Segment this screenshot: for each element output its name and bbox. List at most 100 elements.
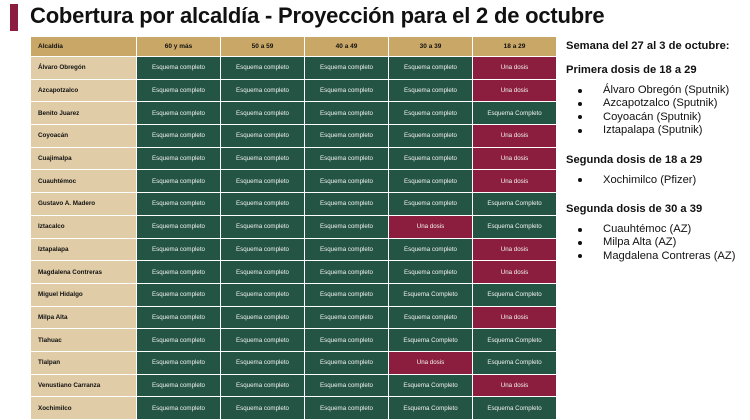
dose-group-title: Segunda dosis de 30 a 39 bbox=[566, 203, 703, 216]
status-cell-esquema-completo: Esquema completo bbox=[221, 102, 304, 125]
status-cell-esquema-completo: Esquema completo bbox=[389, 193, 472, 215]
status-cell-esquema-completo: Esquema Completo bbox=[473, 193, 556, 215]
status-cell-esquema-completo: Esquema completo bbox=[221, 125, 304, 147]
status-cell-esquema-completo: Esquema Completo bbox=[389, 374, 472, 397]
status-cell-esquema-completo: Esquema Completo bbox=[473, 351, 556, 374]
status-cell-esquema-completo: Esquema completo bbox=[137, 193, 220, 215]
table-row: Xochimilco Esquema completo Esquema comple… bbox=[31, 397, 556, 419]
page-title: Cobertura por alcaldía - Proyección para… bbox=[30, 3, 605, 28]
status-cell-esquema-completo: Esquema Completo bbox=[473, 397, 556, 419]
status-cell-esquema-completo: Esquema completo bbox=[389, 261, 472, 283]
status-cell-esquema-completo: Esquema completo bbox=[389, 170, 472, 193]
status-cell-una-dosis: Una dosis bbox=[389, 351, 472, 374]
status-cell-esquema-completo: Esquema Completo bbox=[473, 215, 556, 238]
status-cell-esquema-completo: Esquema completo bbox=[305, 147, 388, 170]
status-cell-esquema-completo: Esquema completo bbox=[137, 283, 220, 306]
status-cell-esquema-completo: Esquema completo bbox=[137, 170, 220, 193]
list-item: Álvaro Obregón (Sputnik) bbox=[578, 84, 748, 97]
status-cell-esquema-completo: Esquema completo bbox=[305, 397, 388, 419]
status-cell-esquema-completo: Esquema completo bbox=[305, 102, 388, 125]
status-cell-esquema-completo: Esquema completo bbox=[389, 238, 472, 261]
status-cell-esquema-completo: Esquema completo bbox=[221, 170, 304, 193]
table-row: Tlahuac Esquema completo Esquema completo E… bbox=[31, 329, 556, 351]
alcaldia-name-cell: Xochimilco bbox=[31, 397, 136, 419]
table-row: Gustavo A. Madero Esquema completo Esquema… bbox=[31, 193, 556, 215]
status-cell-esquema-completo: Esquema completo bbox=[389, 57, 472, 79]
table-row: Miguel Hidalgo Esquema completo Esquema co… bbox=[31, 283, 556, 306]
list-item: Iztapalapa (Sputnik) bbox=[578, 124, 748, 137]
status-cell-una-dosis: Una dosis bbox=[473, 374, 556, 397]
table-header-row: Alcaldía 60 y más 50 a 59 40 a 49 30 a 3… bbox=[31, 37, 556, 56]
status-cell-esquema-completo: Esquema completo bbox=[305, 238, 388, 261]
alcaldia-name-cell: Milpa Alta bbox=[31, 306, 136, 329]
status-cell-esquema-completo: Esquema completo bbox=[221, 79, 304, 102]
alcaldia-name-cell: Álvaro Obregón bbox=[31, 57, 136, 79]
table-row: Cuauhtémoc Esquema completo Esquema comple… bbox=[31, 170, 556, 193]
status-cell-una-dosis: Una dosis bbox=[473, 238, 556, 261]
status-cell-esquema-completo: Esquema completo bbox=[305, 125, 388, 147]
status-cell-esquema-completo: Esquema completo bbox=[221, 374, 304, 397]
status-cell-esquema-completo: Esquema completo bbox=[305, 57, 388, 79]
alcaldia-name-cell: Venustiano Carranza bbox=[31, 374, 136, 397]
status-cell-esquema-completo: Esquema completo bbox=[137, 102, 220, 125]
schedule-panel: Semana del 27 al 3 de octubre: Primera d… bbox=[566, 40, 748, 279]
list-item: Azcapotzalco (Sputnik) bbox=[578, 97, 748, 110]
alcaldia-name-cell: Cuauhtémoc bbox=[31, 170, 136, 193]
status-cell-esquema-completo: Esquema completo bbox=[305, 374, 388, 397]
table-row: Azcapotzalco Esquema completo Esquema comp… bbox=[31, 79, 556, 102]
table-row: Venustiano Carranza Esquema completo Esque… bbox=[31, 374, 556, 397]
status-cell-una-dosis: Una dosis bbox=[473, 170, 556, 193]
status-cell-esquema-completo: Esquema completo bbox=[221, 261, 304, 283]
list-item: Magdalena Contreras (AZ) bbox=[578, 250, 748, 263]
table-row: Milpa Alta Esquema completo Esquema comple… bbox=[31, 306, 556, 329]
status-cell-esquema-completo: Esquema completo bbox=[137, 306, 220, 329]
status-cell-esquema-completo: Esquema completo bbox=[221, 329, 304, 351]
alcaldia-name-cell: Cuajimalpa bbox=[31, 147, 136, 170]
week-heading: Semana del 27 al 3 de octubre: bbox=[566, 40, 730, 52]
status-cell-esquema-completo: Esquema completo bbox=[305, 329, 388, 351]
status-cell-esquema-completo: Esquema completo bbox=[221, 147, 304, 170]
status-cell-esquema-completo: Esquema completo bbox=[221, 351, 304, 374]
status-cell-esquema-completo: Esquema completo bbox=[137, 351, 220, 374]
table-row: Iztapalapa Esquema completo Esquema comple… bbox=[31, 238, 556, 261]
status-cell-esquema-completo: Esquema completo bbox=[221, 193, 304, 215]
status-cell-esquema-completo: Esquema completo bbox=[389, 147, 472, 170]
status-cell-esquema-completo: Esquema completo bbox=[137, 215, 220, 238]
alcaldia-name-cell: Miguel Hidalgo bbox=[31, 283, 136, 306]
table-row: Tlalpan Esquema completo Esquema completo E… bbox=[31, 351, 556, 374]
status-cell-esquema-completo: Esquema completo bbox=[305, 79, 388, 102]
status-cell-esquema-completo: Esquema completo bbox=[221, 57, 304, 79]
column-header-40-49: 40 a 49 bbox=[305, 37, 388, 56]
status-cell-esquema-completo: Esquema completo bbox=[221, 238, 304, 261]
status-cell-esquema-completo: Esquema completo bbox=[137, 147, 220, 170]
status-cell-esquema-completo: Esquema Completo bbox=[473, 102, 556, 125]
coverage-table: Alcaldía 60 y más 50 a 59 40 a 49 30 a 3… bbox=[30, 36, 557, 420]
dose-group-list: Álvaro Obregón (Sputnik) Azcapotzalco (Sp… bbox=[566, 84, 748, 138]
status-cell-esquema-completo: Esquema Completo bbox=[473, 283, 556, 306]
title-accent-bar bbox=[10, 4, 18, 31]
status-cell-esquema-completo: Esquema completo bbox=[389, 102, 472, 125]
table-row: Coyoacán Esquema completo Esquema completo… bbox=[31, 125, 556, 147]
status-cell-esquema-completo: Esquema completo bbox=[137, 57, 220, 79]
status-cell-esquema-completo: Esquema completo bbox=[305, 193, 388, 215]
status-cell-esquema-completo: Esquema completo bbox=[137, 261, 220, 283]
status-cell-esquema-completo: Esquema Completo bbox=[389, 283, 472, 306]
status-cell-esquema-completo: Esquema completo bbox=[137, 329, 220, 351]
dose-groups: Primera dosis de 18 a 29 Álvaro Obregón (… bbox=[566, 64, 748, 263]
dose-group-list: Cuauhtémoc (AZ) Milpa Alta (AZ) Magdalena … bbox=[566, 223, 748, 263]
column-header-alcaldia: Alcaldía bbox=[31, 37, 136, 56]
table-row: Iztacalco Esquema completo Esquema complet… bbox=[31, 215, 556, 238]
column-header-30-39: 30 a 39 bbox=[389, 37, 472, 56]
dose-group-list: Xochimilco (Pfizer) bbox=[566, 174, 748, 187]
status-cell-esquema-completo: Esquema Completo bbox=[389, 329, 472, 351]
status-cell-esquema-completo: Esquema completo bbox=[305, 215, 388, 238]
dose-group-title: Primera dosis de 18 a 29 bbox=[566, 64, 697, 76]
status-cell-una-dosis: Una dosis bbox=[473, 125, 556, 147]
alcaldia-name-cell: Tlahuac bbox=[31, 329, 136, 351]
status-cell-esquema-completo: Esquema completo bbox=[137, 79, 220, 102]
table-body: Álvaro Obregón Esquema completo Esquema co… bbox=[31, 57, 556, 419]
list-item: Coyoacán (Sputnik) bbox=[578, 111, 748, 124]
status-cell-una-dosis: Una dosis bbox=[473, 79, 556, 102]
column-header-18-29: 18 a 29 bbox=[473, 37, 556, 56]
dose-group-title: Segunda dosis de 18 a 29 bbox=[566, 153, 703, 166]
